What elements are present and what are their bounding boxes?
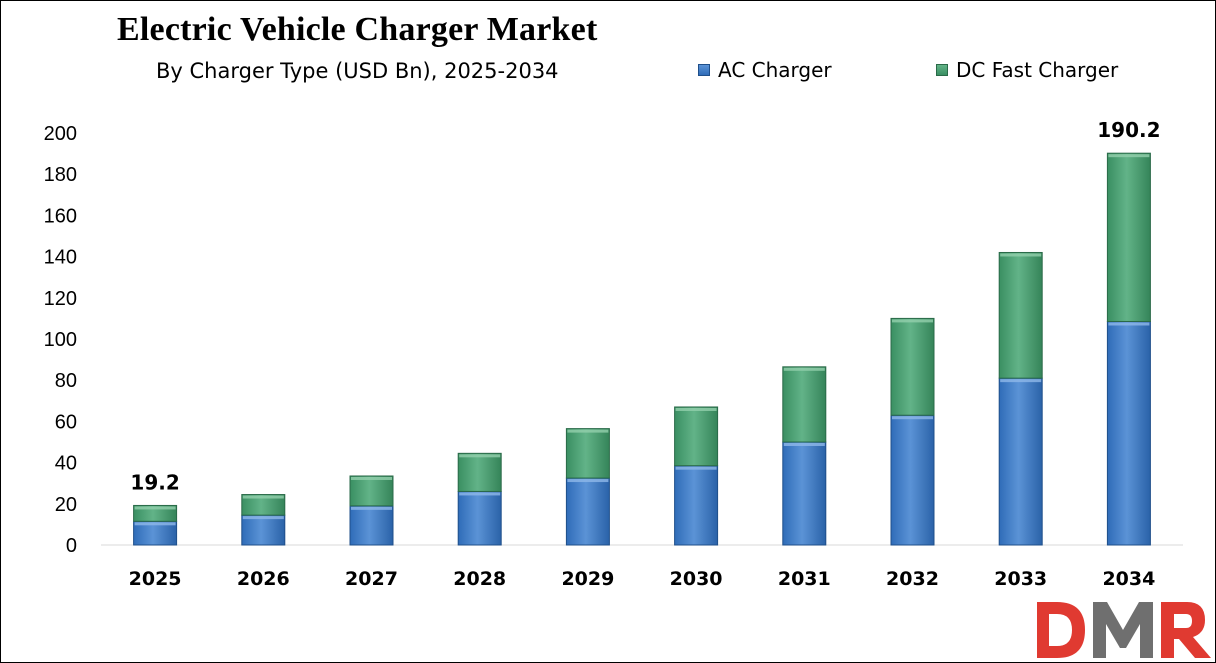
bar-ac-highlight-2030 [675,466,717,470]
bar-dc-fast-charger-2029 [565,428,610,479]
bar-ac-highlight-2033 [1000,379,1042,383]
bar-dc-fast-charger-2026 [241,494,286,516]
bar-ac-highlight-2032 [892,416,933,420]
x-tick-label-2029: 2029 [561,568,614,590]
bar-ac-charger-2031 [782,441,827,546]
bar-dc-highlight-2033 [1000,253,1042,257]
bar-dc-highlight-2028 [459,454,501,458]
y-tick-label: 20 [55,494,77,516]
legend-item-ac-charger: AC Charger [698,58,832,82]
bar-dc-fast-charger-2027 [349,475,394,507]
data-label-total-2034: 190.2 [1097,118,1160,142]
bar-dc-fast-charger-2033 [998,251,1043,379]
legend-item-dc-fast-charger: DC Fast Charger [936,58,1118,82]
chart-title: Electric Vehicle Charger Market [117,11,598,48]
x-tick-label-2030: 2030 [670,568,723,590]
bar-dc-highlight-2032 [892,319,933,323]
bar-ac-highlight-2031 [783,443,825,446]
y-tick-label: 180 [44,164,77,186]
data-label-total-2025: 19.2 [130,470,179,494]
y-tick-label: 80 [55,370,77,392]
y-tick-label: 140 [44,247,77,269]
x-tick-label-2025: 2025 [129,568,182,590]
x-tick-label-2033: 2033 [994,568,1047,590]
x-tick-label-2026: 2026 [237,568,290,590]
bar-dc-highlight-2027 [351,476,392,480]
y-tick-label: 40 [55,453,77,475]
legend-swatch-dc-fast-charger [936,64,948,76]
bar-dc-fast-charger-2032 [890,317,935,416]
bar-ac-charger-2034 [1106,320,1151,546]
bar-ac-charger-2033 [998,377,1043,546]
bar-ac-highlight-2028 [459,492,501,496]
x-tick-label-2032: 2032 [886,568,939,590]
bar-dc-fast-charger-2030 [674,406,719,467]
bar-ac-charger-2030 [674,465,719,546]
bar-ac-charger-2032 [890,414,935,546]
y-tick-label: 0 [66,535,77,557]
bar-dc-fast-charger-2028 [457,452,502,492]
bar-dc-highlight-2026 [242,495,284,499]
bar-ac-charger-2027 [349,505,394,546]
bar-dc-highlight-2029 [567,429,609,433]
x-tick-label-2027: 2027 [345,568,398,590]
bar-ac-charger-2026 [241,514,286,546]
bar-ac-highlight-2025 [134,522,176,526]
y-tick-label: 200 [44,123,77,145]
x-tick-label-2031: 2031 [778,568,831,590]
bar-ac-highlight-2027 [351,506,392,510]
y-tick-label: 60 [55,411,77,433]
bar-dc-fast-charger-2031 [782,366,827,443]
bar-ac-highlight-2026 [242,516,284,520]
y-tick-label: 160 [44,205,77,227]
x-tick-label-2034: 2034 [1102,568,1155,590]
legend-label-ac-charger: AC Charger [718,58,832,82]
y-tick-label: 100 [44,329,77,351]
bar-dc-highlight-2025 [134,506,176,510]
bar-ac-highlight-2029 [567,479,609,483]
legend-label-dc-fast-charger: DC Fast Charger [956,58,1119,82]
bar-dc-fast-charger-2034 [1106,152,1151,322]
bar-dc-highlight-2031 [783,367,825,371]
legend-swatch-ac-charger [698,64,710,76]
bar-ac-highlight-2034 [1108,322,1150,326]
x-tick-label-2028: 2028 [453,568,506,590]
y-tick-label: 120 [44,288,77,310]
bar-ac-charger-2028 [457,490,502,546]
chart-subtitle: By Charger Type (USD Bn), 2025-2034 [156,59,559,83]
dmr-logo [1037,602,1211,658]
bar-dc-highlight-2030 [675,407,717,411]
bar-ac-charger-2029 [565,477,610,546]
bar-dc-highlight-2034 [1108,154,1150,158]
